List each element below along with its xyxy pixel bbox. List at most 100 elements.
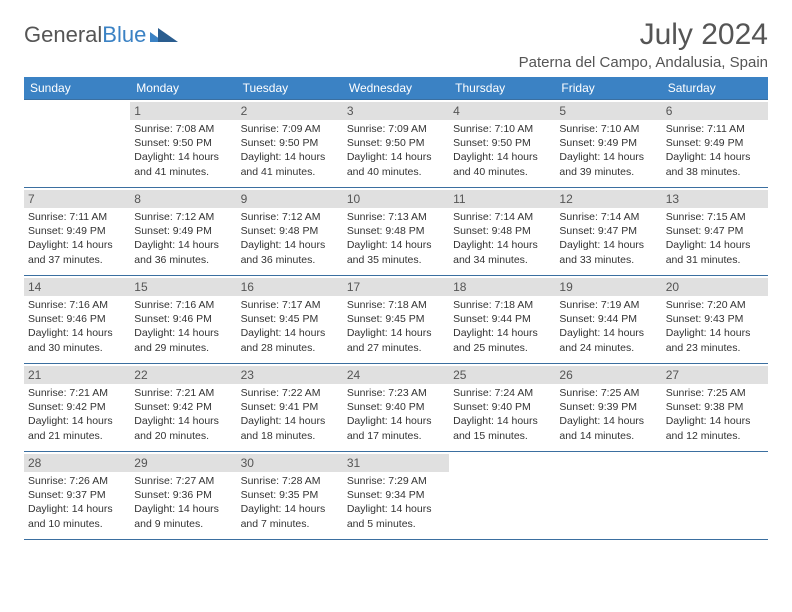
day-info: Sunrise: 7:28 AMSunset: 9:35 PMDaylight:… xyxy=(241,474,339,531)
calendar-page: GeneralBlue July 2024 Paterna del Campo,… xyxy=(0,0,792,550)
location-label: Paterna del Campo, Andalusia, Spain xyxy=(519,54,768,71)
weekday-header: Tuesday xyxy=(237,77,343,100)
day-number: 3 xyxy=(343,102,449,120)
calendar-cell: 2 Sunrise: 7:09 AMSunset: 9:50 PMDaylight… xyxy=(237,100,343,188)
calendar-cell: 27 Sunrise: 7:25 AMSunset: 9:38 PMDayligh… xyxy=(662,364,768,452)
logo-triangle-icon xyxy=(150,22,178,48)
calendar-row: 14Sunrise: 7:16 AMSunset: 9:46 PMDayligh… xyxy=(24,276,768,364)
weekday-header: Thursday xyxy=(449,77,555,100)
calendar-cell: 14 Sunrise: 7:16 AMSunset: 9:46 PMDayligh… xyxy=(24,276,130,364)
day-number: 4 xyxy=(449,102,555,120)
day-number: 8 xyxy=(130,190,236,208)
header: GeneralBlue July 2024 Paterna del Campo,… xyxy=(24,18,768,71)
calendar-cell: 13 Sunrise: 7:15 AMSunset: 9:47 PMDayligh… xyxy=(662,188,768,276)
day-info: Sunrise: 7:20 AMSunset: 9:43 PMDaylight:… xyxy=(666,298,764,355)
calendar-cell: 26 Sunrise: 7:25 AMSunset: 9:39 PMDayligh… xyxy=(555,364,661,452)
day-info: Sunrise: 7:25 AMSunset: 9:39 PMDaylight:… xyxy=(559,386,657,443)
day-info: Sunrise: 7:10 AMSunset: 9:49 PMDaylight:… xyxy=(559,122,657,179)
day-number: 31 xyxy=(343,454,449,472)
day-number: 26 xyxy=(555,366,661,384)
day-number: 12 xyxy=(555,190,661,208)
calendar-cell: 19 Sunrise: 7:19 AMSunset: 9:44 PMDayligh… xyxy=(555,276,661,364)
day-number: 30 xyxy=(237,454,343,472)
calendar-cell: 15 Sunrise: 7:16 AMSunset: 9:46 PMDayligh… xyxy=(130,276,236,364)
day-info: Sunrise: 7:25 AMSunset: 9:38 PMDaylight:… xyxy=(666,386,764,443)
day-info: Sunrise: 7:08 AMSunset: 9:50 PMDaylight:… xyxy=(134,122,232,179)
calendar-row: 28Sunrise: 7:26 AMSunset: 9:37 PMDayligh… xyxy=(24,452,768,540)
calendar-cell xyxy=(449,452,555,540)
day-number: 1 xyxy=(130,102,236,120)
brand-part1: General xyxy=(24,22,102,48)
day-number: 24 xyxy=(343,366,449,384)
day-number: 19 xyxy=(555,278,661,296)
calendar-cell: 28Sunrise: 7:26 AMSunset: 9:37 PMDayligh… xyxy=(24,452,130,540)
weekday-header: Monday xyxy=(130,77,236,100)
day-number: 17 xyxy=(343,278,449,296)
weekday-header-row: SundayMondayTuesdayWednesdayThursdayFrid… xyxy=(24,77,768,100)
day-info: Sunrise: 7:14 AMSunset: 9:48 PMDaylight:… xyxy=(453,210,551,267)
weekday-header: Wednesday xyxy=(343,77,449,100)
calendar-cell: 20 Sunrise: 7:20 AMSunset: 9:43 PMDayligh… xyxy=(662,276,768,364)
day-number: 5 xyxy=(555,102,661,120)
calendar-cell: 5 Sunrise: 7:10 AMSunset: 9:49 PMDaylight… xyxy=(555,100,661,188)
day-number: 16 xyxy=(237,278,343,296)
calendar-table: SundayMondayTuesdayWednesdayThursdayFrid… xyxy=(24,77,768,540)
calendar-cell: 1 Sunrise: 7:08 AMSunset: 9:50 PMDaylight… xyxy=(130,100,236,188)
day-number: 14 xyxy=(24,278,130,296)
day-info: Sunrise: 7:18 AMSunset: 9:44 PMDaylight:… xyxy=(453,298,551,355)
day-info: Sunrise: 7:16 AMSunset: 9:46 PMDaylight:… xyxy=(134,298,232,355)
day-info: Sunrise: 7:18 AMSunset: 9:45 PMDaylight:… xyxy=(347,298,445,355)
calendar-body: 1 Sunrise: 7:08 AMSunset: 9:50 PMDaylight… xyxy=(24,100,768,540)
calendar-cell: 18Sunrise: 7:18 AMSunset: 9:44 PMDayligh… xyxy=(449,276,555,364)
day-number: 13 xyxy=(662,190,768,208)
day-number: 23 xyxy=(237,366,343,384)
calendar-cell: 17 Sunrise: 7:18 AMSunset: 9:45 PMDayligh… xyxy=(343,276,449,364)
calendar-cell: 23 Sunrise: 7:22 AMSunset: 9:41 PMDayligh… xyxy=(237,364,343,452)
day-number: 10 xyxy=(343,190,449,208)
calendar-cell: 11Sunrise: 7:14 AMSunset: 9:48 PMDayligh… xyxy=(449,188,555,276)
calendar-cell: 10Sunrise: 7:13 AMSunset: 9:48 PMDayligh… xyxy=(343,188,449,276)
day-number: 29 xyxy=(130,454,236,472)
calendar-cell: 9 Sunrise: 7:12 AMSunset: 9:48 PMDaylight… xyxy=(237,188,343,276)
weekday-header: Saturday xyxy=(662,77,768,100)
calendar-cell: 12 Sunrise: 7:14 AMSunset: 9:47 PMDayligh… xyxy=(555,188,661,276)
day-number: 20 xyxy=(662,278,768,296)
day-number: 25 xyxy=(449,366,555,384)
day-info: Sunrise: 7:17 AMSunset: 9:45 PMDaylight:… xyxy=(241,298,339,355)
calendar-cell: 8Sunrise: 7:12 AMSunset: 9:49 PMDaylight… xyxy=(130,188,236,276)
day-info: Sunrise: 7:11 AMSunset: 9:49 PMDaylight:… xyxy=(28,210,126,267)
day-number: 27 xyxy=(662,366,768,384)
day-info: Sunrise: 7:14 AMSunset: 9:47 PMDaylight:… xyxy=(559,210,657,267)
calendar-cell: 31 Sunrise: 7:29 AMSunset: 9:34 PMDayligh… xyxy=(343,452,449,540)
calendar-cell: 29Sunrise: 7:27 AMSunset: 9:36 PMDayligh… xyxy=(130,452,236,540)
day-info: Sunrise: 7:24 AMSunset: 9:40 PMDaylight:… xyxy=(453,386,551,443)
day-info: Sunrise: 7:15 AMSunset: 9:47 PMDaylight:… xyxy=(666,210,764,267)
calendar-cell: 22Sunrise: 7:21 AMSunset: 9:42 PMDayligh… xyxy=(130,364,236,452)
calendar-row: 1 Sunrise: 7:08 AMSunset: 9:50 PMDaylight… xyxy=(24,100,768,188)
day-info: Sunrise: 7:11 AMSunset: 9:49 PMDaylight:… xyxy=(666,122,764,179)
day-info: Sunrise: 7:19 AMSunset: 9:44 PMDaylight:… xyxy=(559,298,657,355)
calendar-cell: 25 Sunrise: 7:24 AMSunset: 9:40 PMDayligh… xyxy=(449,364,555,452)
title-block: July 2024 Paterna del Campo, Andalusia, … xyxy=(519,18,768,71)
day-info: Sunrise: 7:10 AMSunset: 9:50 PMDaylight:… xyxy=(453,122,551,179)
day-number: 21 xyxy=(24,366,130,384)
day-info: Sunrise: 7:12 AMSunset: 9:48 PMDaylight:… xyxy=(241,210,339,267)
calendar-cell: 4 Sunrise: 7:10 AMSunset: 9:50 PMDaylight… xyxy=(449,100,555,188)
day-info: Sunrise: 7:21 AMSunset: 9:42 PMDaylight:… xyxy=(28,386,126,443)
brand-part2: Blue xyxy=(102,22,146,48)
day-number: 15 xyxy=(130,278,236,296)
calendar-cell xyxy=(662,452,768,540)
month-title: July 2024 xyxy=(519,18,768,52)
day-info: Sunrise: 7:16 AMSunset: 9:46 PMDaylight:… xyxy=(28,298,126,355)
calendar-row: 21 Sunrise: 7:21 AMSunset: 9:42 PMDayligh… xyxy=(24,364,768,452)
day-number: 9 xyxy=(237,190,343,208)
day-number: 2 xyxy=(237,102,343,120)
day-number: 7 xyxy=(24,190,130,208)
calendar-cell xyxy=(24,100,130,188)
calendar-cell: 7 Sunrise: 7:11 AMSunset: 9:49 PMDaylight… xyxy=(24,188,130,276)
calendar-cell: 16 Sunrise: 7:17 AMSunset: 9:45 PMDayligh… xyxy=(237,276,343,364)
calendar-row: 7 Sunrise: 7:11 AMSunset: 9:49 PMDaylight… xyxy=(24,188,768,276)
day-info: Sunrise: 7:09 AMSunset: 9:50 PMDaylight:… xyxy=(241,122,339,179)
day-info: Sunrise: 7:29 AMSunset: 9:34 PMDaylight:… xyxy=(347,474,445,531)
day-info: Sunrise: 7:22 AMSunset: 9:41 PMDaylight:… xyxy=(241,386,339,443)
